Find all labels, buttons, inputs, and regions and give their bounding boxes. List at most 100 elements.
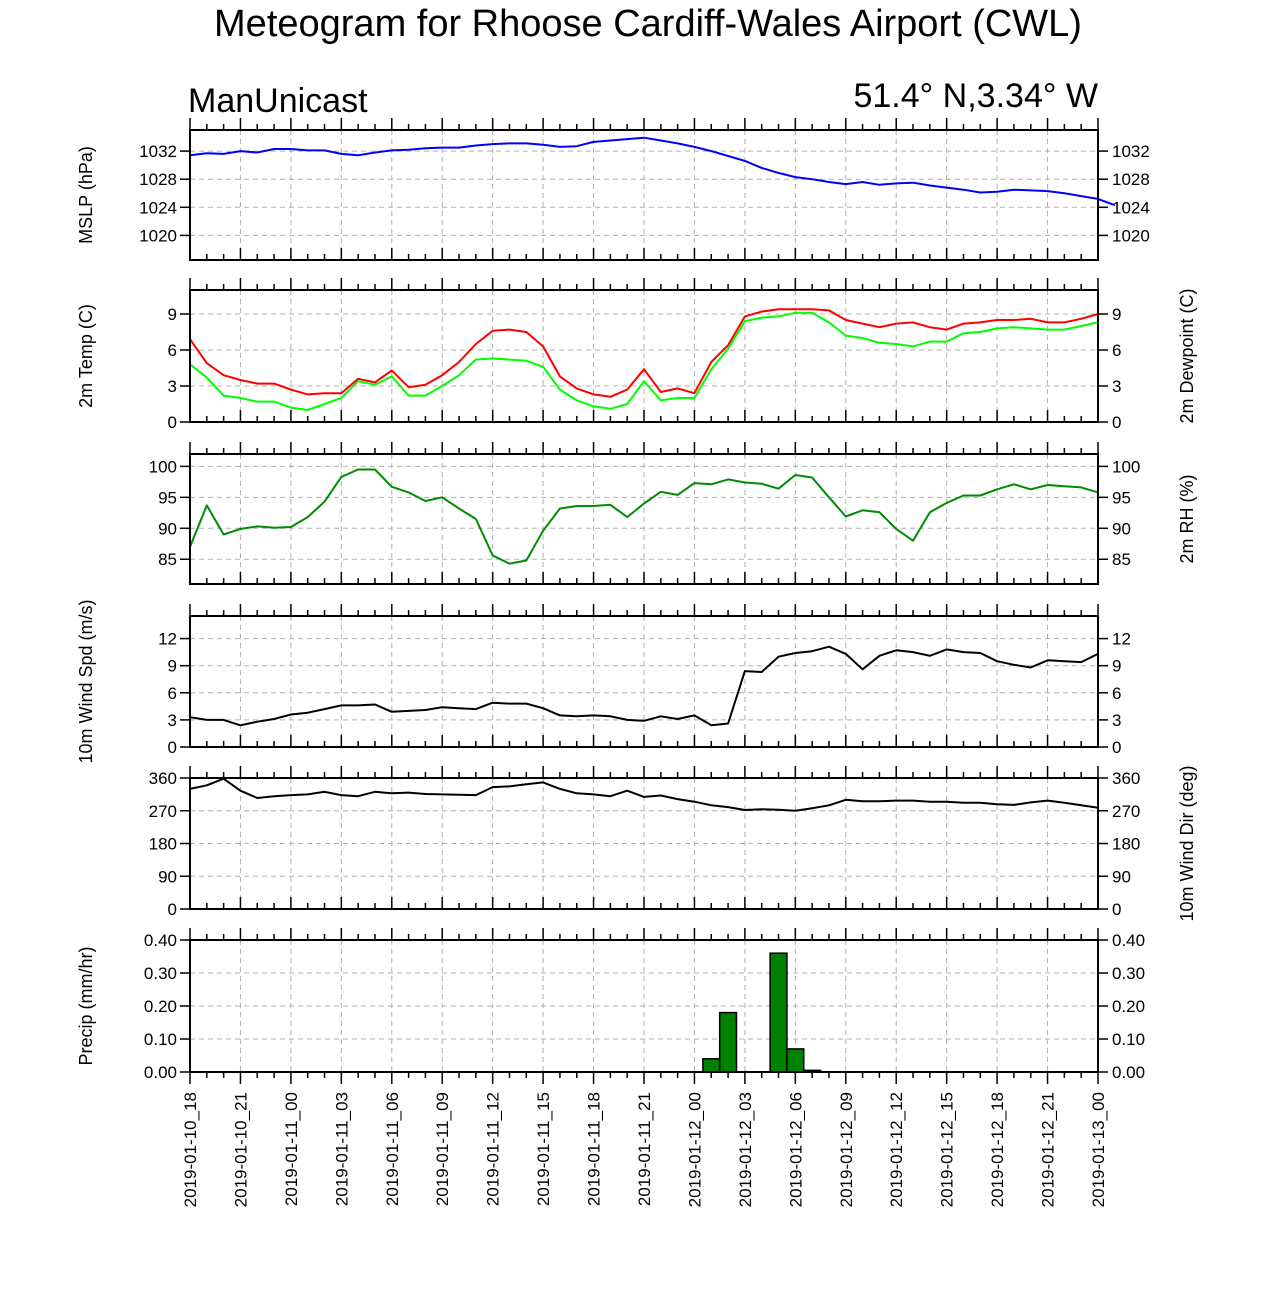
y-tick-label-right: 1020 — [1112, 226, 1150, 245]
y-tick-label: 90 — [158, 867, 177, 886]
y-tick-label: 0.10 — [144, 1030, 177, 1049]
x-axis: 2019-01-10_18 2019-01-10_21 2019-01-11_00 2… — [181, 1092, 1108, 1207]
y-tick-label-right: 180 — [1112, 835, 1140, 854]
y-tick-label: 270 — [149, 802, 177, 821]
y-tick-label-right: 0 — [1112, 900, 1121, 919]
x-tick-label: 2019-01-11_09 — [433, 1092, 452, 1206]
y-tick-label-right: 95 — [1112, 488, 1131, 507]
y-tick-label-right: 6 — [1112, 684, 1121, 703]
y-tick-label: 9 — [168, 305, 177, 324]
panel-wspd: 0 0 3 3 6 6 9 9 12 12 10m Wind Spd (m/s) — [76, 599, 1131, 763]
y-tick-label-right: 90 — [1112, 867, 1131, 886]
y-axis-label-left: 2m Temp (C) — [76, 304, 96, 408]
y-tick-label: 3 — [168, 377, 177, 396]
x-tick-label: 2019-01-12_21 — [1039, 1092, 1058, 1207]
y-tick-label-right: 0.00 — [1112, 1063, 1145, 1082]
y-tick-label-right: 9 — [1112, 657, 1121, 676]
y-tick-label-right: 0 — [1112, 413, 1121, 432]
x-tick-label: 2019-01-11_21 — [635, 1092, 654, 1206]
y-tick-label: 0 — [168, 738, 177, 757]
y-tick-label: 6 — [168, 341, 177, 360]
precip-bar — [718, 1011, 738, 1073]
series-line-wdir-0 — [189, 777, 1099, 812]
x-tick-label: 2019-01-12_18 — [988, 1092, 1007, 1207]
y-tick-label-right: 0.20 — [1112, 997, 1145, 1016]
y-tick-label: 0 — [168, 900, 177, 919]
y-tick-label: 360 — [149, 769, 177, 788]
x-tick-label: 2019-01-12_00 — [685, 1092, 704, 1207]
y-tick-label-right: 360 — [1112, 769, 1140, 788]
x-tick-label: 2019-01-11_15 — [534, 1092, 553, 1206]
x-tick-label: 2019-01-12_09 — [837, 1092, 856, 1207]
y-tick-label: 95 — [158, 488, 177, 507]
y-tick-label: 1024 — [139, 198, 177, 217]
y-axis-label-left: Precip (mm/hr) — [76, 946, 96, 1065]
y-tick-label-right: 3 — [1112, 711, 1121, 730]
y-tick-label: 3 — [168, 711, 177, 730]
location-coords: 51.4° N,3.34° W — [853, 77, 1098, 115]
y-tick-label: 0.40 — [144, 931, 177, 950]
y-tick-label-right: 90 — [1112, 519, 1131, 538]
y-tick-label: 12 — [158, 630, 177, 649]
y-tick-label-right: 9 — [1112, 305, 1121, 324]
y-tick-label-right: 270 — [1112, 802, 1140, 821]
x-tick-label: 2019-01-11_12 — [484, 1092, 503, 1206]
x-tick-label: 2019-01-11_18 — [585, 1092, 604, 1206]
precip-bar — [786, 1048, 805, 1073]
panels: 1020 1020 1024 1024 1028 1028 1032 1032 MSLP (hP… — [76, 118, 1197, 1084]
y-tick-label: 0 — [168, 413, 177, 432]
y-tick-label-right: 0 — [1112, 738, 1121, 757]
x-tick-label: 2019-01-12_03 — [736, 1092, 755, 1207]
y-tick-label: 1020 — [139, 226, 177, 245]
x-tick-label: 2019-01-10_18 — [181, 1092, 200, 1207]
panel-mslp: 1020 1020 1024 1024 1028 1028 1032 1032 MSLP (hP… — [76, 118, 1150, 261]
y-tick-label-right: 1028 — [1112, 170, 1150, 189]
x-tick-label: 2019-01-11_03 — [332, 1092, 351, 1206]
y-tick-label: 180 — [149, 835, 177, 854]
series-line-temp-1 — [189, 311, 1099, 411]
y-tick-label: 0.30 — [144, 964, 177, 983]
panel-wdir: 0 0 90 90 180 180 270 270 360 360 10m Wind Dir (de… — [149, 765, 1197, 921]
panel-precip: 0.00 0.00 0.10 0.10 0.20 0.20 0.30 0.30 0.40 0.40… — [76, 928, 1145, 1084]
y-tick-label: 100 — [149, 457, 177, 476]
x-tick-label: 2019-01-12_12 — [887, 1092, 906, 1207]
series-line-temp-0 — [189, 308, 1099, 398]
y-axis-label-right: 10m Wind Dir (deg) — [1177, 765, 1197, 921]
y-tick-label-right: 1024 — [1112, 198, 1150, 217]
y-axis-label-right: 2m Dewpoint (C) — [1177, 288, 1197, 423]
x-tick-label: 2019-01-13_00 — [1089, 1092, 1108, 1207]
y-axis-label-left: 10m Wind Spd (m/s) — [76, 599, 96, 763]
x-tick-label: 2019-01-12_15 — [938, 1092, 957, 1207]
y-tick-label: 1032 — [139, 142, 177, 161]
chart-title: Meteogram for Rhoose Cardiff-Wales Airpo… — [214, 3, 1082, 45]
precip-bar — [702, 1058, 721, 1073]
y-tick-label-right: 12 — [1112, 630, 1131, 649]
y-tick-label: 9 — [168, 657, 177, 676]
y-tick-label: 1028 — [139, 170, 177, 189]
x-tick-label: 2019-01-12_06 — [786, 1092, 805, 1207]
series-line-wspd-0 — [189, 645, 1099, 727]
panel-rh: 85 85 90 90 95 95 100 100 2m RH (%) — [149, 442, 1197, 585]
series-line-mslp-0 — [189, 136, 1116, 207]
y-tick-label-right: 0.40 — [1112, 931, 1145, 950]
panel-temp: 0 0 3 3 6 6 9 9 2m Temp (C) 2m Dewpoint (C) — [76, 278, 1197, 432]
y-tick-label-right: 1032 — [1112, 142, 1150, 161]
y-tick-label-right: 0.30 — [1112, 964, 1145, 983]
y-tick-label-right: 3 — [1112, 377, 1121, 396]
y-tick-label: 85 — [158, 550, 177, 569]
x-tick-label: 2019-01-10_21 — [231, 1092, 250, 1207]
y-tick-label: 0.20 — [144, 997, 177, 1016]
y-axis-label-left: MSLP (hPa) — [76, 146, 96, 244]
series-line-rh-0 — [189, 468, 1099, 565]
precip-bar — [769, 952, 788, 1073]
y-tick-label-right: 0.10 — [1112, 1030, 1145, 1049]
y-axis-label-right: 2m RH (%) — [1177, 475, 1197, 564]
model-name: ManUnicast — [188, 82, 368, 120]
y-tick-label-right: 100 — [1112, 457, 1140, 476]
y-tick-label: 0.00 — [144, 1063, 177, 1082]
y-tick-label-right: 85 — [1112, 550, 1131, 569]
y-tick-label: 90 — [158, 519, 177, 538]
y-tick-label: 6 — [168, 684, 177, 703]
x-tick-label: 2019-01-11_06 — [383, 1092, 402, 1206]
